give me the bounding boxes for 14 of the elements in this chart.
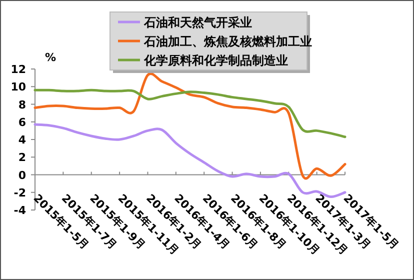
y-tick-label: 12 xyxy=(10,63,26,76)
y-tick-label: 2 xyxy=(18,151,26,164)
y-tick-label: 6 xyxy=(18,116,26,129)
legend-label: 石油加工、炼焦及核燃料加工业 xyxy=(143,34,312,48)
y-tick-label: -2 xyxy=(14,186,26,200)
y-tick-label: -4 xyxy=(14,204,26,217)
y-tick-label: 0 xyxy=(18,168,26,182)
y-axis-title: % xyxy=(45,51,56,64)
y-tick-label: 10 xyxy=(10,80,26,94)
legend-label: 化学原料和化学制品制造业 xyxy=(143,54,288,68)
line-series xyxy=(34,88,346,138)
y-tick-label: 8 xyxy=(18,98,26,112)
y-tick-label: 4 xyxy=(18,134,26,146)
legend-label: 石油和天然气开采业 xyxy=(143,16,252,30)
